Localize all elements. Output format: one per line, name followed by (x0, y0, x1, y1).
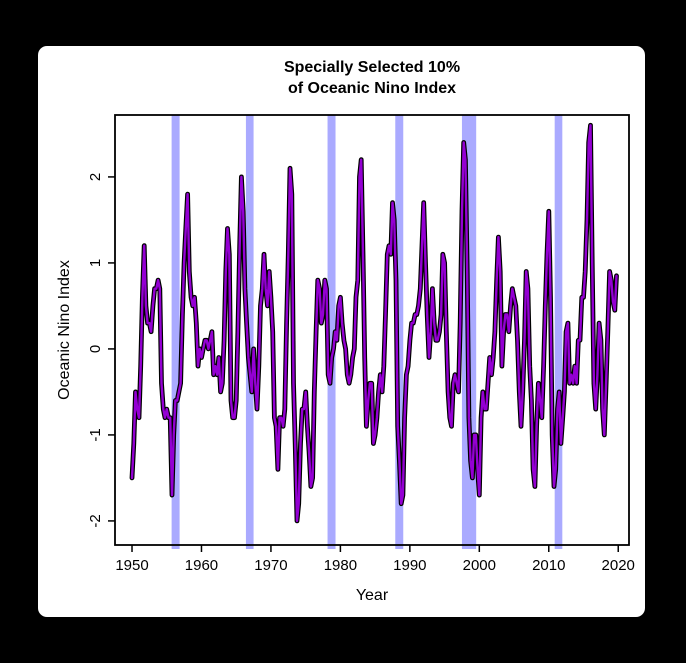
plot-canvas: Specially Selected 10% of Oceanic Nino I… (38, 46, 645, 617)
y-tick-label: -1 (87, 428, 104, 441)
highlight-band (554, 115, 563, 549)
x-tick-label: 2020 (602, 557, 635, 574)
chart-title-line-1: Specially Selected 10% (284, 59, 460, 76)
highlight-band (395, 115, 404, 549)
highlight-band (245, 115, 254, 549)
y-tick-label: 0 (87, 345, 104, 353)
y-axis-title: Oceanic Nino Index (56, 260, 73, 400)
chart-title-line-2: of Oceanic Nino Index (288, 80, 456, 97)
plot-box (114, 114, 630, 546)
x-tick-label: 1980 (324, 557, 357, 574)
y-tick-label: -2 (87, 514, 104, 527)
highlight-band (171, 115, 180, 549)
x-tick-label: 2010 (532, 557, 565, 574)
x-axis-title: Year (356, 587, 389, 604)
x-tick-label: 2000 (463, 557, 496, 574)
x-tick-label: 1990 (393, 557, 426, 574)
x-tick-label: 1970 (254, 557, 287, 574)
oni-series (129, 122, 619, 524)
x-tick-label: 1950 (115, 557, 148, 574)
oni-chart: Specially Selected 10% of Oceanic Nino I… (56, 59, 635, 604)
axes: 1950 1960 1970 1980 1990 2000 2010 2020 -2 -1 0 1 2 (87, 114, 635, 574)
highlight-band (327, 115, 336, 549)
y-tick-label: 1 (87, 259, 104, 267)
oni-line (130, 124, 618, 523)
x-tick-label: 1960 (185, 557, 218, 574)
y-tick-label: 2 (87, 173, 104, 181)
